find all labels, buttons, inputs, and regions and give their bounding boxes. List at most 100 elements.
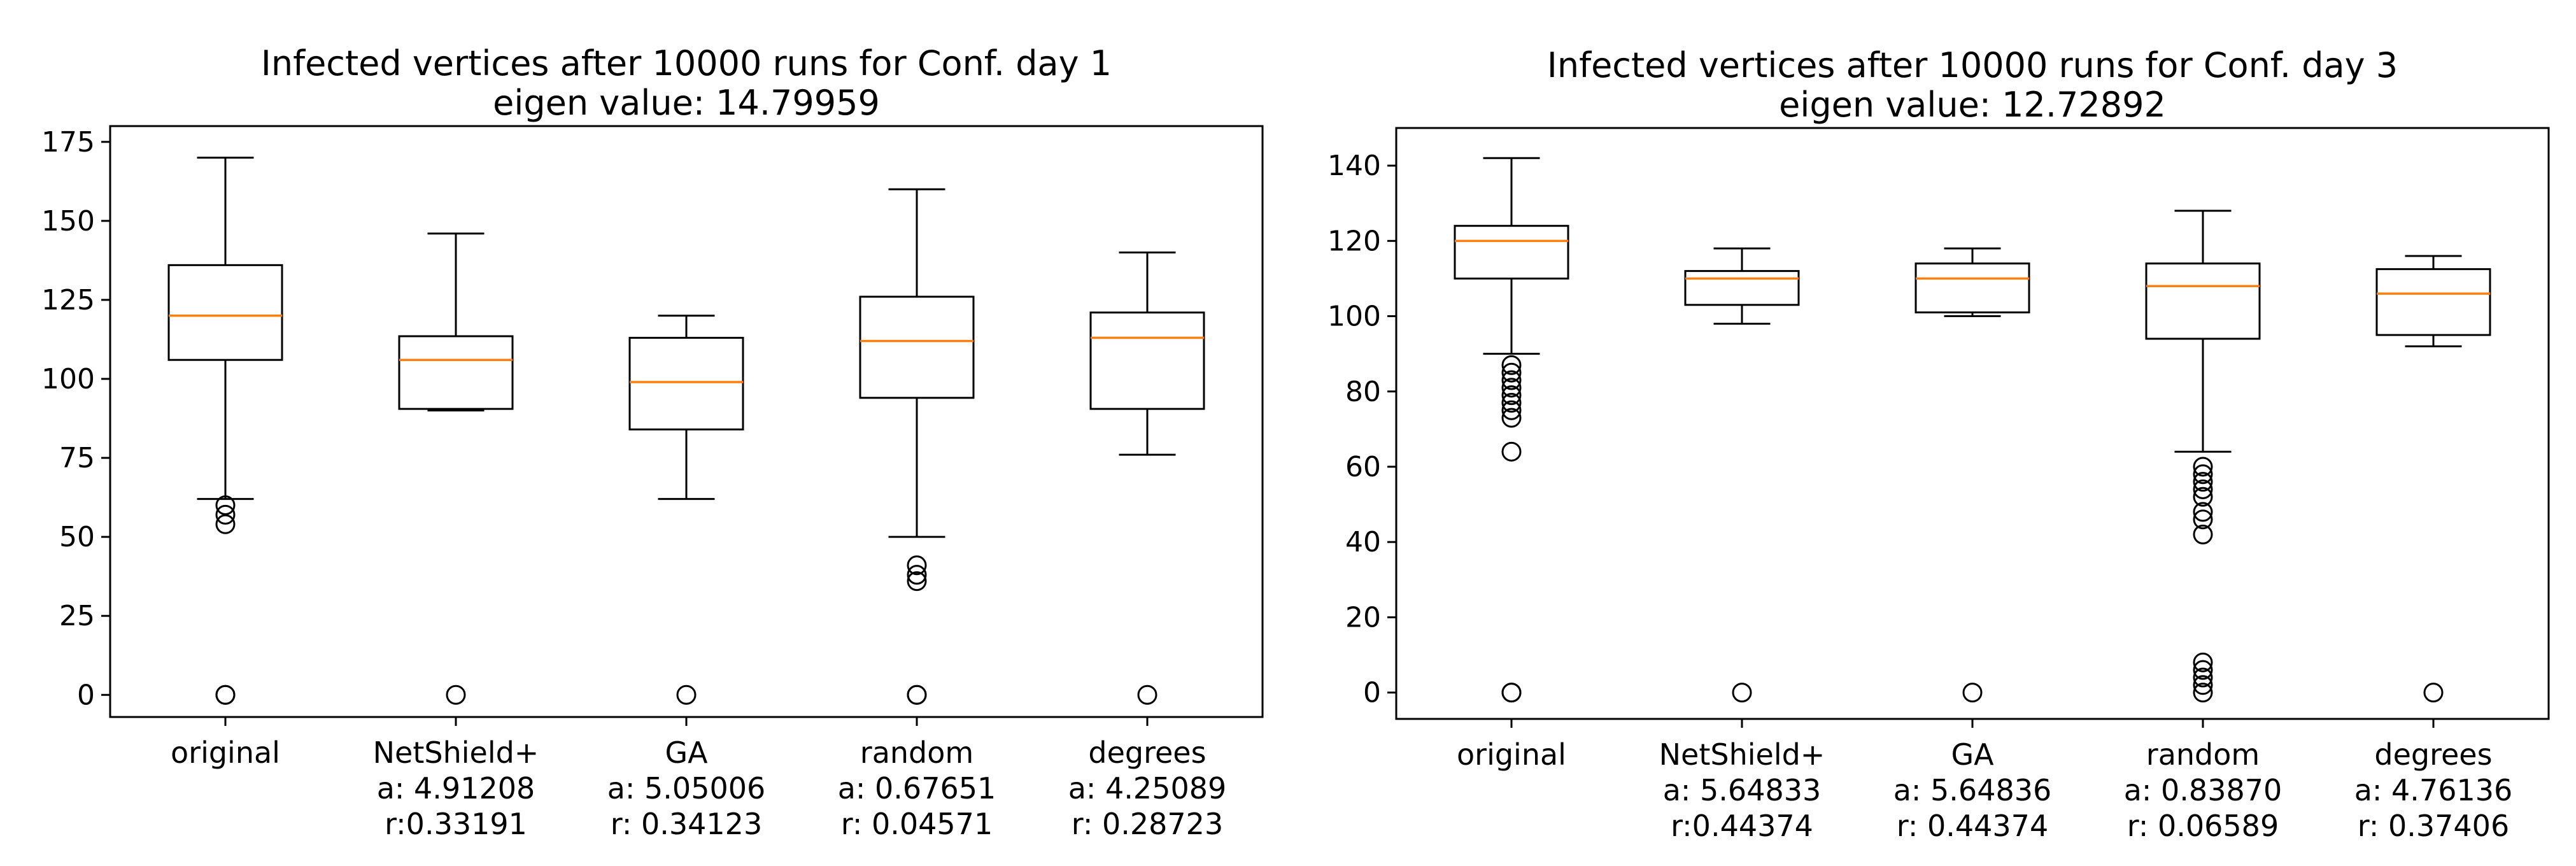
x-tick-label: a: 0.67651 bbox=[838, 771, 996, 806]
box-5 bbox=[2375, 255, 2491, 703]
outlier-point bbox=[215, 504, 236, 525]
x-tick-label: r:0.33191 bbox=[385, 807, 527, 841]
box-3 bbox=[1914, 247, 2030, 703]
x-tick-label: NetShield+ bbox=[373, 735, 539, 770]
x-tick-label: random bbox=[2146, 737, 2260, 772]
x-tick-label: r: 0.28723 bbox=[1072, 807, 1223, 841]
x-tick-label: degrees bbox=[2374, 737, 2492, 772]
x-tick-label: a: 0.83870 bbox=[2124, 773, 2282, 807]
outlier-point bbox=[2193, 652, 2213, 672]
outlier-point bbox=[676, 685, 697, 705]
outlier-point bbox=[215, 514, 236, 534]
box-1 bbox=[1454, 157, 1569, 703]
outlier-point bbox=[907, 685, 927, 705]
y-tick-label: 100 bbox=[1327, 301, 1381, 333]
y-tick-label: 175 bbox=[41, 126, 95, 159]
outlier-point bbox=[2193, 509, 2213, 530]
outlier-point bbox=[1501, 392, 1522, 413]
x-tick-label: a: 4.91208 bbox=[377, 771, 535, 806]
iqr-box bbox=[859, 295, 975, 399]
box-2 bbox=[1684, 247, 1800, 703]
outlier-point bbox=[907, 565, 927, 585]
x-tick-label: r: 0.37406 bbox=[2358, 809, 2509, 843]
outlier-point bbox=[1962, 683, 1983, 703]
y-tick-label: 100 bbox=[41, 363, 95, 395]
outlier-point bbox=[1501, 683, 1522, 703]
outlier-point bbox=[2193, 479, 2213, 499]
x-tick-label: original bbox=[171, 735, 280, 770]
iqr-box bbox=[1454, 225, 1569, 280]
iqr-box bbox=[2375, 268, 2491, 336]
x-tick-label: r: 0.06589 bbox=[2127, 809, 2279, 843]
box-1 bbox=[167, 157, 283, 705]
chart-panel-2: Infected vertices after 10000 runs for C… bbox=[1327, 45, 2550, 843]
x-tick-label: NetShield+ bbox=[1659, 737, 1825, 772]
x-tick-label: degrees bbox=[1088, 735, 1206, 770]
x-tick-label: r: 0.04571 bbox=[841, 807, 993, 841]
y-tick-label: 25 bbox=[59, 600, 95, 632]
outlier-point bbox=[1501, 355, 1522, 375]
outlier-point bbox=[215, 685, 236, 705]
chart-title: Infected vertices after 10000 runs for C… bbox=[261, 43, 1112, 83]
outlier-point bbox=[1501, 400, 1522, 420]
y-tick-label: 150 bbox=[41, 205, 95, 238]
x-tick-label: r: 0.44374 bbox=[1897, 809, 2048, 843]
outlier-point bbox=[2193, 667, 2213, 688]
outlier-point bbox=[2193, 683, 2213, 703]
chart-subtitle: eigen value: 12.72892 bbox=[1779, 85, 2166, 125]
y-tick-label: 50 bbox=[59, 521, 95, 553]
outlier-point bbox=[1732, 683, 1752, 703]
chart-panel-1: Infected vertices after 10000 runs for C… bbox=[41, 43, 1264, 841]
outlier-point bbox=[2193, 464, 2213, 485]
x-tick-label: r:0.44374 bbox=[1671, 809, 1813, 843]
outlier-point bbox=[1501, 408, 1522, 428]
x-tick-label: a: 4.25089 bbox=[1068, 771, 1227, 806]
box-2 bbox=[398, 232, 514, 705]
y-tick-label: 125 bbox=[41, 284, 95, 316]
y-tick-label: 120 bbox=[1327, 225, 1381, 257]
y-tick-label: 20 bbox=[1345, 601, 1381, 634]
iqr-box bbox=[1684, 270, 1800, 306]
box-5 bbox=[1089, 252, 1205, 705]
x-tick-label: a: 5.64833 bbox=[1663, 773, 1822, 807]
iqr-box bbox=[2145, 262, 2261, 340]
x-tick-label: GA bbox=[1951, 737, 1994, 772]
x-tick-label: a: 5.64836 bbox=[1893, 773, 2052, 807]
y-tick-label: 75 bbox=[59, 442, 95, 474]
plot-frame bbox=[1395, 127, 2550, 720]
y-tick-label: 60 bbox=[1345, 451, 1381, 483]
outlier-point bbox=[2193, 660, 2213, 680]
x-tick-label: random bbox=[860, 735, 973, 770]
y-tick-label: 80 bbox=[1345, 376, 1381, 408]
outlier-point bbox=[907, 571, 927, 592]
outlier-point bbox=[1137, 685, 1157, 705]
x-tick-label: a: 5.05006 bbox=[607, 771, 766, 806]
outlier-point bbox=[215, 495, 236, 516]
outlier-point bbox=[2193, 675, 2213, 695]
iqr-box bbox=[628, 336, 744, 430]
iqr-box bbox=[1089, 311, 1205, 410]
y-tick-label: 0 bbox=[1363, 677, 1381, 709]
chart-title: Infected vertices after 10000 runs for C… bbox=[1547, 45, 2398, 85]
x-tick-label: r: 0.34123 bbox=[611, 807, 762, 841]
iqr-box bbox=[1914, 262, 2030, 314]
outlier-point bbox=[1501, 362, 1522, 383]
outlier-point bbox=[446, 685, 466, 705]
box-4 bbox=[859, 188, 975, 705]
y-tick-label: 140 bbox=[1327, 150, 1381, 182]
iqr-box bbox=[398, 335, 514, 410]
outlier-point bbox=[1501, 441, 1522, 462]
box-3 bbox=[628, 315, 744, 705]
iqr-box bbox=[167, 264, 283, 361]
y-tick-label: 0 bbox=[77, 679, 95, 711]
outlier-point bbox=[1501, 385, 1522, 406]
box-4 bbox=[2145, 209, 2261, 703]
outlier-point bbox=[2193, 472, 2213, 492]
outlier-point bbox=[2193, 502, 2213, 522]
outlier-point bbox=[907, 555, 927, 576]
chart-subtitle: eigen value: 14.79959 bbox=[493, 83, 880, 123]
x-tick-label: GA bbox=[665, 735, 708, 770]
plot-frame bbox=[109, 125, 1264, 718]
